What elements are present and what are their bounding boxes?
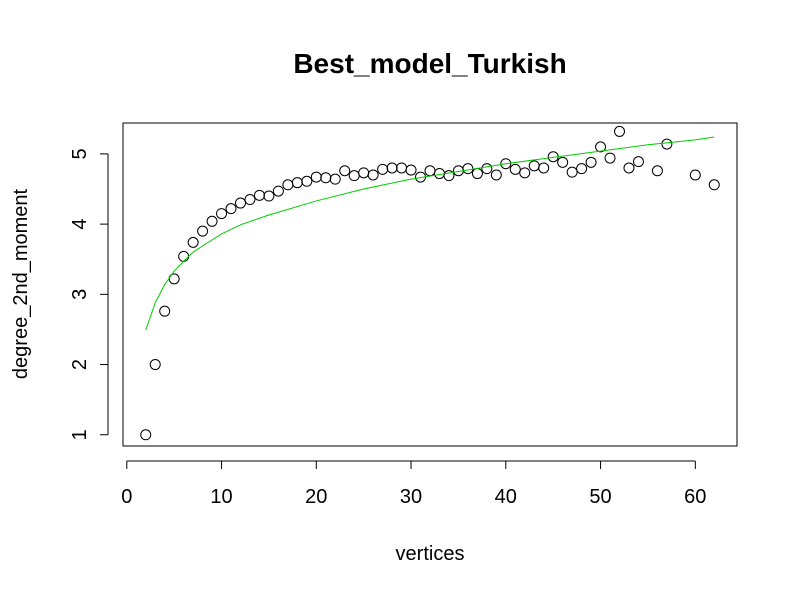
data-point xyxy=(272,185,284,197)
data-point xyxy=(244,194,256,206)
data-point xyxy=(206,215,218,227)
data-point xyxy=(187,236,199,248)
data-point xyxy=(481,163,493,175)
data-point xyxy=(291,177,303,189)
data-point xyxy=(661,138,673,150)
y-tick-label: 4 xyxy=(69,219,91,230)
data-point xyxy=(225,203,237,215)
data-point xyxy=(178,250,190,262)
data-point xyxy=(310,171,322,183)
data-point xyxy=(576,163,588,175)
x-axis: 0 10 20 30 40 50 60 xyxy=(121,460,706,508)
data-point xyxy=(358,167,370,179)
data-point xyxy=(623,162,635,174)
y-tick-label: 2 xyxy=(69,359,91,370)
data-point xyxy=(367,169,379,181)
data-point xyxy=(614,125,626,137)
data-point xyxy=(585,156,597,168)
data-point xyxy=(708,179,720,191)
x-tick-label: 40 xyxy=(495,486,517,508)
data-point xyxy=(689,169,701,181)
data-point xyxy=(509,163,521,175)
fitted-curve xyxy=(145,136,715,331)
series-layer xyxy=(140,125,720,441)
data-point xyxy=(377,163,389,175)
x-tick-label: 30 xyxy=(400,486,422,508)
x-axis-label: vertices xyxy=(396,543,465,565)
x-tick-label: 0 xyxy=(121,486,132,508)
data-point xyxy=(386,162,398,174)
data-point xyxy=(528,160,540,172)
y-tick-label: 1 xyxy=(69,429,91,440)
data-point xyxy=(500,158,512,170)
data-point xyxy=(159,305,171,317)
y-tick-label: 3 xyxy=(69,289,91,300)
y-tick-label: 5 xyxy=(69,148,91,159)
data-point xyxy=(405,164,417,176)
data-point xyxy=(424,165,436,177)
data-point xyxy=(443,170,455,182)
chart-title: Best_model_Turkish xyxy=(293,48,566,79)
data-point xyxy=(595,141,607,153)
data-point xyxy=(282,179,294,191)
data-point xyxy=(140,429,152,441)
data-point xyxy=(557,156,569,168)
data-point xyxy=(604,152,616,164)
data-point xyxy=(348,170,360,182)
data-point xyxy=(253,189,265,201)
data-point xyxy=(234,197,246,209)
y-axis: 1 2 3 4 5 xyxy=(69,148,109,440)
data-point xyxy=(263,190,275,202)
data-point xyxy=(216,208,228,220)
data-point xyxy=(519,167,531,179)
y-axis-label: degree_2nd_moment xyxy=(10,188,32,379)
data-point xyxy=(462,163,474,175)
data-point xyxy=(490,169,502,181)
plot-frame xyxy=(122,122,738,447)
data-point xyxy=(651,165,663,177)
data-point xyxy=(538,162,550,174)
data-point xyxy=(632,156,644,168)
data-point xyxy=(471,168,483,180)
x-tick-label: 10 xyxy=(210,486,232,508)
data-point xyxy=(339,165,351,177)
x-tick-label: 60 xyxy=(684,486,706,508)
x-tick-label: 50 xyxy=(589,486,611,508)
data-point xyxy=(301,175,313,187)
x-tick-label: 20 xyxy=(305,486,327,508)
data-point xyxy=(149,359,161,371)
data-point xyxy=(566,166,578,178)
data-point xyxy=(396,162,408,174)
data-point xyxy=(320,172,332,184)
data-point xyxy=(329,173,341,185)
data-point xyxy=(197,225,209,237)
